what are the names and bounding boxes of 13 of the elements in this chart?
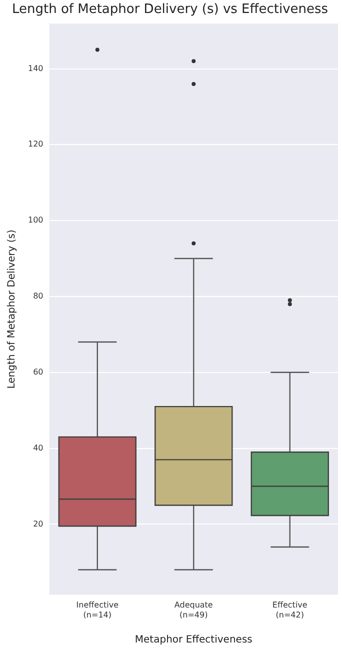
y-tick-label: 20: [33, 519, 44, 528]
x-tick-label: Effective (n=42): [272, 600, 308, 620]
x-axis-title: Metaphor Effectiveness: [134, 634, 252, 646]
y-tick-label: 80: [33, 292, 44, 301]
y-tick-label: 100: [28, 216, 44, 225]
x-tick-label: Adequate (n=49): [174, 600, 213, 620]
y-tick-label: 60: [33, 367, 44, 376]
x-tick-label: Ineffective (n=14): [76, 600, 119, 620]
y-tick-label: 40: [33, 443, 44, 452]
chart-title: Length of Metaphor Delivery (s) vs Effectiveness: [12, 2, 328, 18]
y-axis-title: Length of Metaphor Delivery (s): [6, 230, 18, 389]
y-tick-label: 140: [28, 64, 44, 73]
y-tick-label: 120: [28, 140, 44, 149]
